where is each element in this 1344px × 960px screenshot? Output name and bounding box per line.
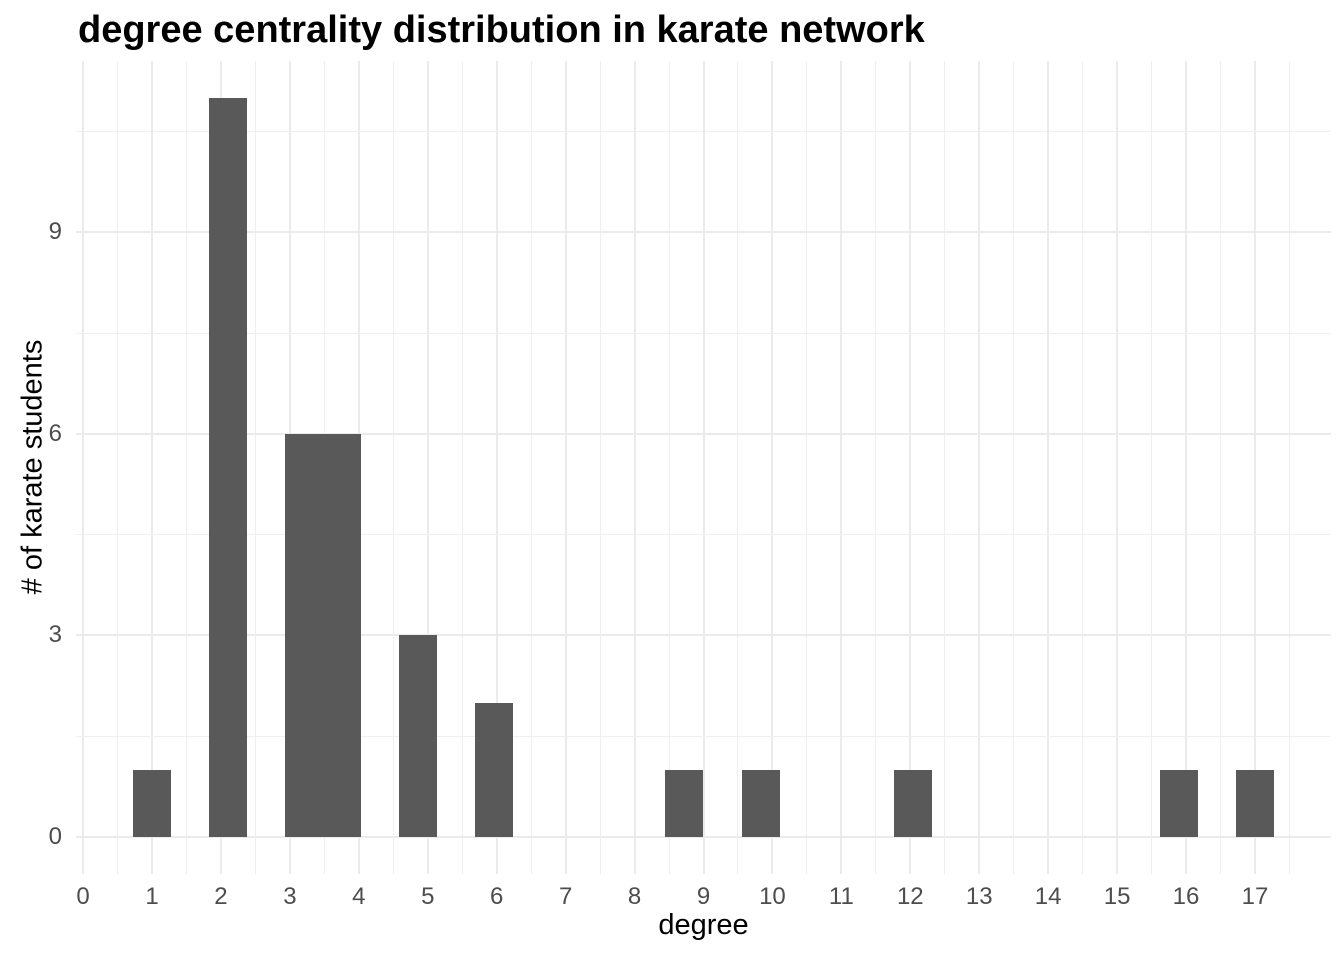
x-minor-gridline xyxy=(1013,61,1015,874)
x-minor-gridline xyxy=(186,61,187,874)
x-minor-gridline xyxy=(530,61,532,874)
x-minor-gridline xyxy=(461,61,463,874)
x-tick-label: 10 xyxy=(759,883,786,910)
x-tick-label: 4 xyxy=(352,883,366,910)
y-minor-gridline xyxy=(76,332,1331,334)
x-minor-gridline xyxy=(392,61,394,874)
x-major-gridline xyxy=(978,61,981,874)
x-major-gridline xyxy=(633,61,636,874)
x-tick-label: 6 xyxy=(490,883,504,910)
x-major-gridline xyxy=(702,61,705,874)
x-major-gridline xyxy=(495,61,498,874)
y-major-gridline xyxy=(76,231,1331,234)
x-tick-label: 16 xyxy=(1172,883,1200,910)
x-tick-label: 2 xyxy=(214,883,228,910)
x-minor-gridline xyxy=(1151,61,1153,874)
x-tick-label: 11 xyxy=(828,883,854,910)
histogram-bar-degree-6 xyxy=(475,702,513,838)
chart-title: degree centrality distribution in karate… xyxy=(78,9,925,51)
x-major-gridline xyxy=(1253,61,1256,874)
y-tick-label: 0 xyxy=(48,823,62,851)
x-tick-label: 17 xyxy=(1241,883,1269,910)
x-minor-gridline xyxy=(668,61,670,874)
x-tick-label: 12 xyxy=(896,883,924,910)
histogram-bar-degree-2 xyxy=(209,97,247,838)
histogram-bar-degree-17 xyxy=(1236,769,1274,838)
y-major-gridline xyxy=(76,634,1331,637)
y-tick-label: 6 xyxy=(48,419,62,447)
plot-panel xyxy=(76,61,1331,874)
x-minor-gridline xyxy=(117,61,119,874)
x-axis-title: degree xyxy=(658,909,749,941)
x-major-gridline xyxy=(1185,61,1188,874)
x-minor-gridline xyxy=(875,61,877,874)
x-minor-gridline xyxy=(806,61,808,874)
x-major-gridline xyxy=(1047,61,1050,874)
y-minor-gridline xyxy=(76,735,1331,737)
x-major-gridline xyxy=(564,61,567,874)
x-major-gridline xyxy=(426,61,429,874)
histogram-bar-degree-10 xyxy=(742,769,780,838)
x-tick-label: 1 xyxy=(145,883,159,910)
x-minor-gridline xyxy=(944,61,946,874)
x-minor-gridline xyxy=(1288,61,1290,874)
x-tick-label: 15 xyxy=(1103,883,1131,910)
x-tick-label: 14 xyxy=(1034,883,1062,910)
x-major-gridline xyxy=(82,61,85,874)
x-major-gridline xyxy=(909,61,912,874)
histogram-bar-degree-5 xyxy=(399,635,437,838)
y-tick-label: 3 xyxy=(48,621,62,649)
y-minor-gridline xyxy=(76,534,1331,536)
x-major-gridline xyxy=(840,61,843,874)
histogram-bar-degree-1 xyxy=(133,769,171,838)
x-tick-label: 3 xyxy=(283,883,297,910)
x-major-gridline xyxy=(151,61,154,874)
x-tick-label: 5 xyxy=(421,883,435,910)
y-major-gridline xyxy=(76,432,1331,435)
y-minor-gridline xyxy=(76,131,1331,133)
x-minor-gridline xyxy=(254,61,256,874)
x-major-gridline xyxy=(771,61,774,874)
histogram-bar-degree-16 xyxy=(1160,769,1198,838)
y-axis-title: # of karate students xyxy=(16,339,49,595)
x-minor-gridline xyxy=(599,61,601,874)
x-tick-label: 9 xyxy=(696,883,711,910)
x-minor-gridline xyxy=(1082,61,1084,874)
y-major-gridline xyxy=(76,836,1331,839)
histogram-bar-degree-4 xyxy=(323,433,361,838)
x-tick-label: 13 xyxy=(965,883,993,910)
x-tick-label: 8 xyxy=(627,883,642,910)
y-tick-label: 9 xyxy=(48,218,62,246)
x-major-gridline xyxy=(1116,61,1119,874)
x-minor-gridline xyxy=(737,61,739,874)
x-minor-gridline xyxy=(1219,61,1221,874)
histogram-bar-degree-3 xyxy=(285,433,323,838)
x-tick-label: 0 xyxy=(76,883,90,910)
histogram-bar-degree-9 xyxy=(665,769,703,838)
x-tick-label: 7 xyxy=(558,883,573,910)
histogram-bar-degree-12 xyxy=(894,769,932,838)
